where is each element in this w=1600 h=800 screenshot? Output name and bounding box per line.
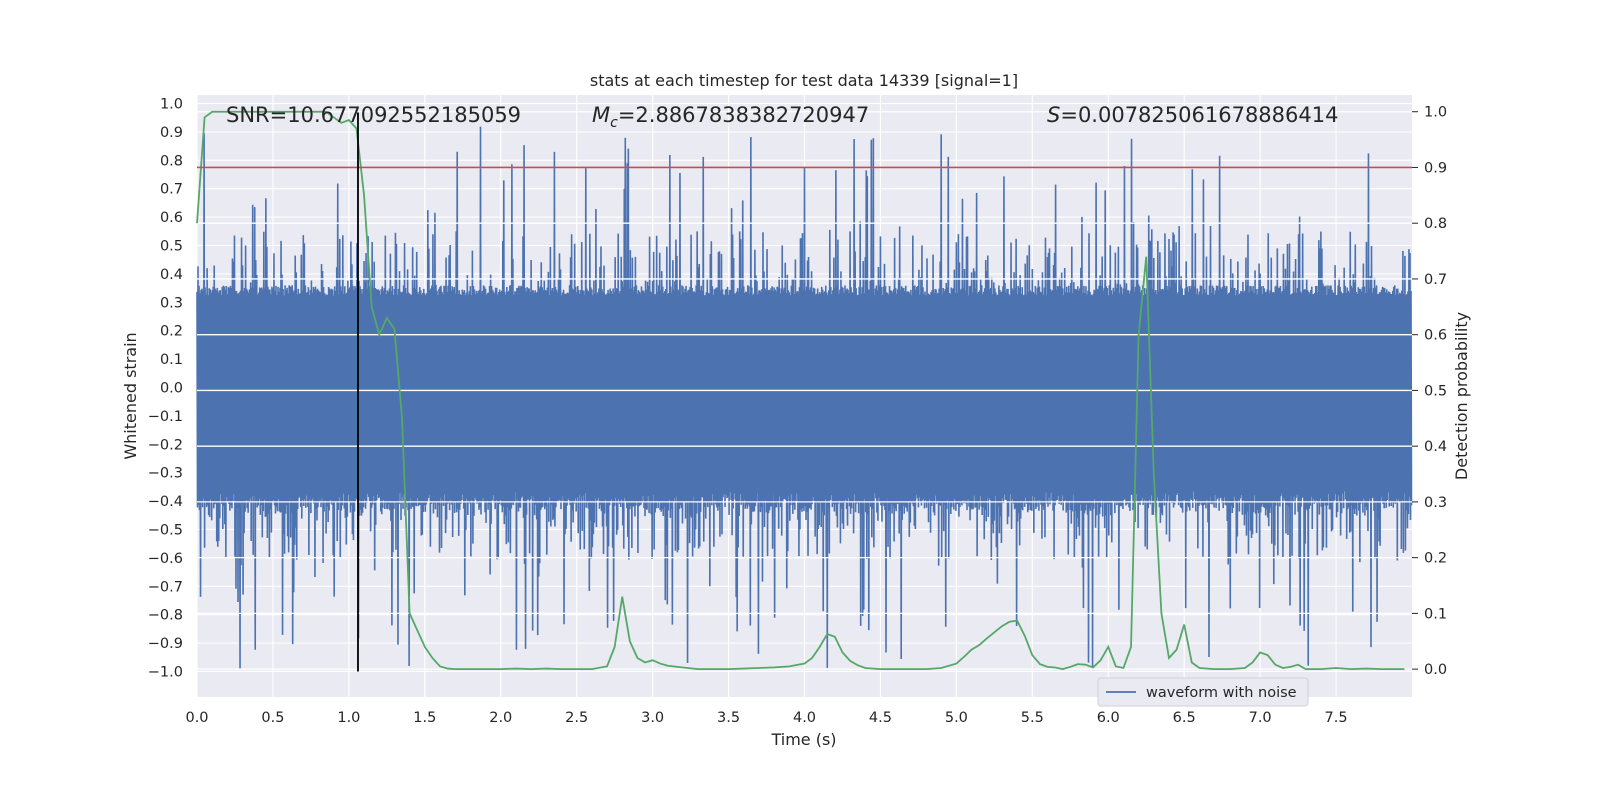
x-tick-label: 7.5	[1325, 710, 1348, 726]
y-tick-label-right: 0.8	[1424, 216, 1447, 232]
x-tick-label: 1.5	[413, 710, 436, 726]
y-tick-label-left: 0.9	[160, 125, 183, 141]
x-tick-label: 6.5	[1173, 710, 1196, 726]
x-tick-label: 4.5	[869, 710, 892, 726]
y-tick-label-right: 0.9	[1424, 160, 1447, 176]
x-tick-label: 3.0	[641, 710, 664, 726]
y-tick-label-left: −0.7	[148, 579, 183, 595]
y-tick-label-right: 0.1	[1424, 606, 1447, 622]
y-tick-label-left: 0.5	[160, 239, 183, 255]
chirp-mass-symbol: M	[592, 103, 610, 127]
y-tick-label-right: 0.4	[1424, 439, 1447, 455]
legend-box	[1097, 677, 1309, 707]
right-axis-grid	[197, 111, 1412, 670]
y-tick-label-left: −0.8	[148, 608, 183, 624]
x-tick-label: 7.0	[1249, 710, 1272, 726]
waveform-line	[196, 126, 1413, 669]
y-tick-label-left: 0.6	[160, 210, 183, 226]
s-symbol: S	[1047, 103, 1060, 127]
probability-line	[196, 110, 1405, 671]
y-tick-label-left: 1.0	[160, 97, 183, 113]
y-tick-label-left: −1.0	[148, 664, 183, 680]
legend: waveform with noise	[1097, 677, 1309, 707]
x-tick-label: 5.0	[945, 710, 968, 726]
y-tick-label-left: 0.8	[160, 153, 183, 169]
y-tick-label-left: 0.2	[160, 324, 183, 340]
y-axis-label-left: Whitened strain	[121, 332, 140, 459]
y-tick-label-right: 0.6	[1424, 328, 1447, 344]
waveform-series	[196, 126, 1413, 669]
s-annotation: S=0.007825061678886414	[1047, 103, 1338, 127]
y-tick-label-right: 0.2	[1424, 551, 1447, 567]
y-axis-label-right: Detection probability	[1452, 312, 1471, 480]
chirp-mass-annotation: Mc=2.8867838382720947	[592, 103, 869, 131]
y-tick-label-left: 0.1	[160, 352, 183, 368]
x-tick-label: 1.0	[337, 710, 360, 726]
x-tick-label: 0.0	[185, 710, 208, 726]
x-tick-label: 2.0	[489, 710, 512, 726]
y-tick-label-right: 0.3	[1424, 495, 1447, 511]
y-tick-label-left: −0.6	[148, 551, 183, 567]
x-axis-label: Time (s)	[770, 730, 836, 749]
y-tick-label-left: 0.0	[160, 380, 183, 396]
y-tick-label-left: 0.4	[160, 267, 183, 283]
y-tick-label-left: 0.7	[160, 182, 183, 198]
y-tick-label-right: 0.5	[1424, 383, 1447, 399]
y-tick-label-left: −0.9	[148, 636, 183, 652]
y-tick-label-right: 1.0	[1424, 105, 1447, 121]
snr-annotation: SNR=10.677092552185059	[226, 103, 521, 127]
x-tick-label: 3.5	[717, 710, 740, 726]
y-tick-label-left: −0.5	[148, 522, 183, 538]
y-tick-label-right: 0.7	[1424, 272, 1447, 288]
x-tick-label: 0.5	[261, 710, 284, 726]
x-tick-label: 6.0	[1097, 710, 1120, 726]
detection-probability-series	[196, 110, 1405, 671]
y-tick-label-left: −0.3	[148, 466, 183, 482]
y-tick-label-left: −0.1	[148, 409, 183, 425]
y-tick-label-left: −0.2	[148, 437, 183, 453]
legend-label-waveform: waveform with noise	[1146, 685, 1297, 701]
x-tick-label: 4.0	[793, 710, 816, 726]
y-tick-label-left: −0.4	[148, 494, 183, 510]
s-value: =0.007825061678886414	[1060, 103, 1338, 127]
x-tick-label: 5.5	[1021, 710, 1044, 726]
y-tick-label-right: 0.0	[1424, 662, 1447, 678]
chart-title: stats at each timestep for test data 143…	[590, 71, 1018, 90]
chirp-mass-value: =2.8867838382720947	[618, 103, 869, 127]
y-tick-label-left: 0.3	[160, 295, 183, 311]
chirp-mass-subscript: c	[610, 115, 618, 131]
axis-ticks: 0.0 0.5 1.0 1.5 2.0 2.5 3.0 3.5 4.0 4.5 5.0 5.5 6.0 6…	[148, 97, 1447, 726]
x-tick-label: 2.5	[565, 710, 588, 726]
